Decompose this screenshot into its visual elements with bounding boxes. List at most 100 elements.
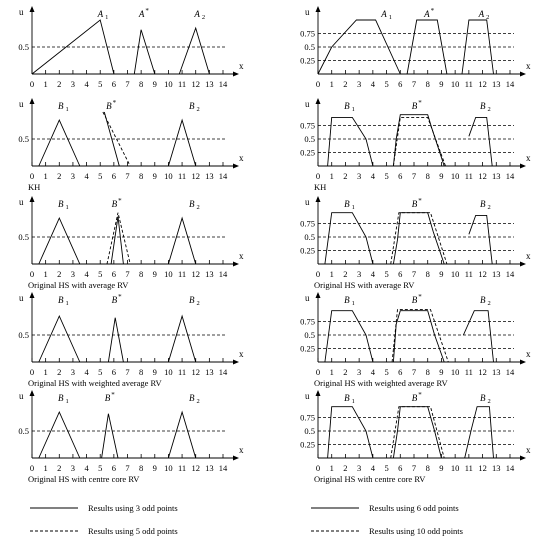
set-label-sub: 2: [202, 14, 205, 21]
x-tick-label: 5: [384, 463, 388, 473]
x-tick-label: 13: [492, 269, 501, 279]
set-label-base: B: [412, 101, 418, 111]
solid-curve: [38, 216, 81, 265]
solid-curve: [167, 314, 197, 363]
y-axis-arrow: [315, 196, 321, 202]
x-axis-arrow: [233, 163, 239, 169]
x-tick-label: 7: [125, 171, 129, 181]
x-tick-label: 14: [506, 367, 515, 377]
set-label: A*: [423, 7, 435, 19]
y-axis-arrow: [315, 390, 321, 396]
x-tick-label: 8: [426, 79, 430, 89]
solid-curve: [167, 410, 197, 459]
x-axis-label: x: [239, 61, 244, 71]
x-tick-label: 12: [478, 269, 487, 279]
x-tick-label: 9: [153, 269, 157, 279]
x-tick-label: 11: [178, 269, 186, 279]
set-label: B*: [112, 197, 123, 209]
solid-curve: [31, 19, 115, 75]
x-tick-label: 1: [330, 463, 334, 473]
set-label-sup: *: [113, 99, 117, 107]
legend-label: Results using 10 odd points: [369, 526, 463, 536]
set-label-base: A: [478, 9, 485, 19]
solid-curve: [101, 413, 119, 459]
y-axis-label: u: [19, 99, 24, 109]
x-axis-label: x: [526, 251, 531, 261]
y-tick-label: 0.75: [300, 413, 315, 423]
x-tick-label: 10: [164, 79, 173, 89]
x-tick-label: 4: [84, 269, 89, 279]
y-tick-label: 0.75: [300, 317, 315, 327]
x-tick-label: 6: [398, 269, 402, 279]
solid-curve: [324, 310, 374, 363]
x-tick-label: 2: [343, 463, 347, 473]
set-label-sub: 2: [196, 204, 199, 211]
set-label-base: B: [189, 393, 195, 403]
set-label-sub: 1: [66, 398, 69, 405]
y-tick-label: 0.5: [18, 42, 29, 52]
y-tick-label: 0.25: [300, 440, 315, 450]
solid-curve: [107, 317, 124, 363]
x-tick-label: 1: [44, 367, 48, 377]
solid-curve: [167, 118, 197, 167]
x-tick-label: 3: [357, 269, 361, 279]
x-tick-label: 3: [357, 463, 361, 473]
solid-curve: [327, 116, 374, 167]
set-label-base: B: [58, 295, 64, 305]
x-tick-label: 4: [371, 463, 376, 473]
panel-right-2: xu0 1 2 3 4 5 6 7 8 9 10 11 12 13 140.250.50.75B 1 B* B 2K…: [300, 98, 531, 192]
x-tick-label: 0: [316, 367, 320, 377]
x-tick-label: 12: [478, 463, 487, 473]
x-tick-label: 4: [371, 269, 376, 279]
x-tick-label: 10: [451, 269, 460, 279]
panel-right-4: xu0 1 2 3 4 5 6 7 8 9 10 11 12 13 140.250.50.75B 1 B* B 2O…: [300, 292, 531, 388]
legend-item: Results using 3 odd points: [30, 503, 178, 513]
x-tick-label: 7: [412, 171, 416, 181]
x-axis-label: x: [526, 61, 531, 71]
x-tick-label: 6: [112, 171, 116, 181]
x-tick-label: 12: [191, 171, 200, 181]
x-tick-label: 0: [30, 367, 34, 377]
x-tick-label: 10: [451, 367, 460, 377]
solid-curve: [392, 114, 445, 167]
y-axis-label: u: [305, 197, 310, 207]
solid-curve: [167, 216, 197, 265]
x-tick-label: 8: [139, 463, 143, 473]
solid-curve: [464, 406, 494, 459]
solid-curve: [178, 26, 210, 75]
x-tick-label: 2: [57, 79, 61, 89]
y-axis-label: u: [19, 197, 24, 207]
panel-right-3: xu0 1 2 3 4 5 6 7 8 9 10 11 12 13 140.250.50.75B 1 B* B 2O…: [300, 196, 531, 290]
x-tick-label: 9: [439, 171, 443, 181]
panel-caption: Original HS with average RV: [28, 280, 129, 290]
x-axis-arrow: [520, 163, 526, 169]
x-tick-label: 0: [316, 463, 320, 473]
set-label-base: B: [189, 199, 195, 209]
x-tick-label: 7: [125, 367, 129, 377]
set-label-sub: 2: [196, 398, 199, 405]
dashed-curve: [390, 406, 445, 459]
x-tick-label: 6: [398, 171, 402, 181]
solid-curve: [110, 216, 124, 265]
x-tick-label: 9: [153, 79, 157, 89]
x-tick-label: 5: [98, 269, 102, 279]
set-label-sup: *: [418, 99, 422, 107]
y-tick-label: 0.5: [18, 232, 29, 242]
set-label-sub: 1: [352, 300, 355, 307]
x-tick-label: 6: [398, 367, 402, 377]
x-tick-label: 10: [164, 171, 173, 181]
solid-curve: [317, 19, 401, 75]
x-tick-label: 9: [439, 269, 443, 279]
set-label-base: B: [189, 101, 195, 111]
set-label-base: B: [412, 199, 418, 209]
y-tick-label: 0.5: [18, 134, 29, 144]
x-tick-label: 7: [125, 79, 129, 89]
set-label-base: B: [105, 393, 111, 403]
x-tick-label: 7: [125, 269, 129, 279]
x-tick-label: 1: [44, 171, 48, 181]
